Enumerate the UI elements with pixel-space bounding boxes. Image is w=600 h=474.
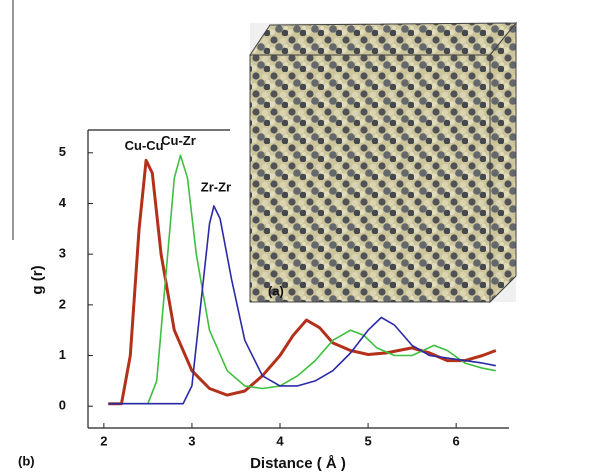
series-line [108, 205, 496, 405]
series-label: Cu-Cu [125, 138, 164, 153]
atom-box [249, 21, 518, 304]
y-axis-label: g (r) [29, 265, 46, 294]
panel-label: (a) [268, 283, 284, 298]
x-axis-label: Distance ( Å ) [250, 455, 346, 472]
y-tick-label: 5 [59, 144, 66, 159]
x-tick-label: 3 [188, 433, 195, 448]
y-tick-label: 0 [59, 398, 66, 413]
panel-label: (b) [18, 453, 35, 468]
x-tick-label: 4 [276, 433, 284, 448]
x-tick-label: 6 [453, 433, 460, 448]
y-tick-label: 4 [59, 195, 67, 210]
plot: 0 1 2 3 4 5 2 3 4 5 6 Distance ( Å ) g (r) Cu-CuCu-Zr… [29, 129, 509, 472]
y-tick-label: 3 [59, 246, 66, 261]
series-label: Zr-Zr [201, 179, 231, 194]
x-tick-label: 2 [100, 433, 107, 448]
series-line [108, 154, 496, 405]
y-tick-label: 1 [59, 347, 66, 362]
x-tick-label: 5 [364, 433, 371, 448]
y-tick-label: 2 [59, 296, 66, 311]
series-label: Cu-Zr [161, 133, 196, 148]
